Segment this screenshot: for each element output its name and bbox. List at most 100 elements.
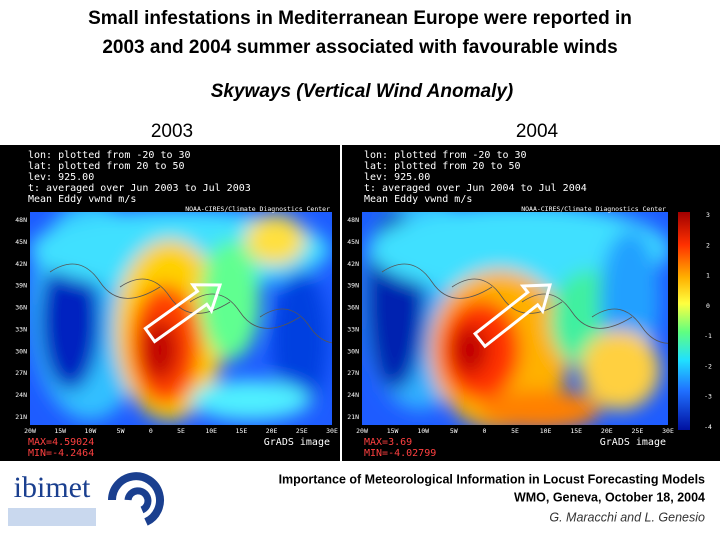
- logos: ibimet: [8, 471, 164, 526]
- colorbar-scale: [678, 212, 690, 430]
- lon-label: 25E: [296, 427, 308, 435]
- lon-label: 5W: [117, 427, 125, 435]
- lat-label: 21N: [15, 413, 27, 421]
- lat-label: 24N: [347, 391, 359, 399]
- year-label: 2004: [516, 121, 559, 142]
- lat-label: 42N: [347, 260, 359, 268]
- map-info: t: averaged over Jun 2004 to Jul 2004: [364, 183, 587, 194]
- wind-arrow: [143, 283, 223, 344]
- footer-line: WMO, Geneva, October 18, 2004: [514, 490, 705, 504]
- field-blob: [245, 215, 305, 265]
- field-blob: [190, 380, 310, 420]
- lat-label: 36N: [347, 304, 359, 312]
- lon-label: 15W: [387, 427, 399, 435]
- coastline: [451, 278, 563, 314]
- lon-label: 25E: [632, 427, 644, 435]
- cnr-logo: [108, 472, 164, 526]
- colorbar-label: 3: [706, 211, 710, 219]
- lat-label: 48N: [15, 216, 27, 224]
- map-info: lat: plotted from 20 to 50: [28, 161, 185, 172]
- coastline: [521, 293, 633, 329]
- lon-label: 15W: [54, 427, 66, 435]
- field-blob: [452, 325, 488, 375]
- lon-label: 10E: [205, 427, 217, 435]
- colorbar-label: -1: [704, 332, 712, 340]
- lon-label: 10W: [417, 427, 429, 435]
- coastline: [381, 263, 493, 299]
- colorbar-label: -2: [704, 362, 712, 370]
- map-info: Mean Eddy vwnd m/s: [28, 194, 136, 205]
- map-credit: NOAA-CIRES/Climate Diagnostics Center: [521, 205, 666, 213]
- colorbar-label: 2: [706, 241, 710, 249]
- colorbar-label: -3: [704, 393, 712, 401]
- title: Small infestations in Mediterranean Euro…: [88, 8, 632, 29]
- map-credit: NOAA-CIRES/Climate Diagnostics Center: [185, 205, 330, 213]
- footer-line: Importance of Meteorological Information…: [279, 472, 705, 486]
- lon-label: 5W: [450, 427, 458, 435]
- year-label: 2003: [151, 121, 193, 142]
- lon-label: 5E: [177, 427, 185, 435]
- map-min: MIN=-4.2464: [28, 448, 94, 459]
- cnr-logo: [124, 487, 152, 514]
- lon-label: 30E: [326, 427, 338, 435]
- lat-label: 48N: [347, 216, 359, 224]
- field-blob: [272, 270, 328, 410]
- field-blob: [200, 240, 260, 360]
- lat-label: 39N: [347, 282, 359, 290]
- subtitle: Skyways (Vertical Wind Anomaly): [211, 81, 514, 102]
- lat-label: 30N: [15, 347, 27, 355]
- coastline: [119, 278, 231, 314]
- lat-label: 21N: [347, 413, 359, 421]
- wind-arrow: [472, 283, 553, 349]
- coastline: [591, 308, 668, 344]
- map-max: MAX=3.69: [364, 437, 412, 448]
- coastline: [49, 263, 161, 299]
- map-software: GrADS image: [600, 437, 666, 448]
- map-info: Mean Eddy vwnd m/s: [364, 194, 472, 205]
- lat-label: 24N: [15, 391, 27, 399]
- lat-label: 27N: [347, 369, 359, 377]
- lon-label: 15E: [236, 427, 248, 435]
- lat-label: 45N: [15, 238, 27, 246]
- lon-label: 10W: [85, 427, 97, 435]
- lon-label: 20E: [601, 427, 613, 435]
- lon-label: 20W: [24, 427, 36, 435]
- colorbar: 3 2 1 0 -1 -2 -3 -4: [678, 211, 712, 431]
- logo-band: [8, 508, 96, 526]
- field-blob: [480, 390, 600, 425]
- map-software: GrADS image: [264, 437, 330, 448]
- lat-label: 33N: [15, 325, 27, 333]
- lon-label: 15E: [570, 427, 582, 435]
- authors: G. Maracchi and L. Genesio: [549, 510, 705, 524]
- lat-label: 27N: [15, 369, 27, 377]
- map-info: lon: plotted from -20 to 30: [28, 150, 191, 161]
- lat-label: 39N: [15, 282, 27, 290]
- map-min: MIN=-4.02799: [364, 448, 436, 459]
- lon-label: 30E: [662, 427, 674, 435]
- lon-label: 0: [149, 427, 153, 435]
- map-info: lev: 925.00: [364, 172, 430, 183]
- colorbar-label: 0: [706, 302, 710, 310]
- lon-label: 20E: [266, 427, 278, 435]
- map-max: MAX=4.59024: [28, 437, 94, 448]
- lat-label: 36N: [15, 304, 27, 312]
- map-info: lat: plotted from 20 to 50: [364, 161, 521, 172]
- lon-label: 20W: [356, 427, 368, 435]
- lat-label: 30N: [347, 347, 359, 355]
- colorbar-label: 1: [706, 272, 710, 280]
- coastline: [259, 308, 332, 344]
- coastline: [189, 293, 301, 329]
- lon-label: 5E: [511, 427, 519, 435]
- map-info: t: averaged over Jun 2003 to Jul 2003: [28, 183, 251, 194]
- blobs: [30, 212, 330, 420]
- colorbar-label: -4: [704, 423, 712, 431]
- lat-label: 33N: [347, 325, 359, 333]
- map-info: lon: plotted from -20 to 30: [364, 150, 527, 161]
- field-blob: [40, 250, 100, 390]
- field-blob: [580, 330, 660, 410]
- lat-label: 42N: [15, 260, 27, 268]
- logo-text: ibimet: [14, 471, 91, 504]
- title: 2003 and 2004 summer associated with fav…: [102, 37, 617, 58]
